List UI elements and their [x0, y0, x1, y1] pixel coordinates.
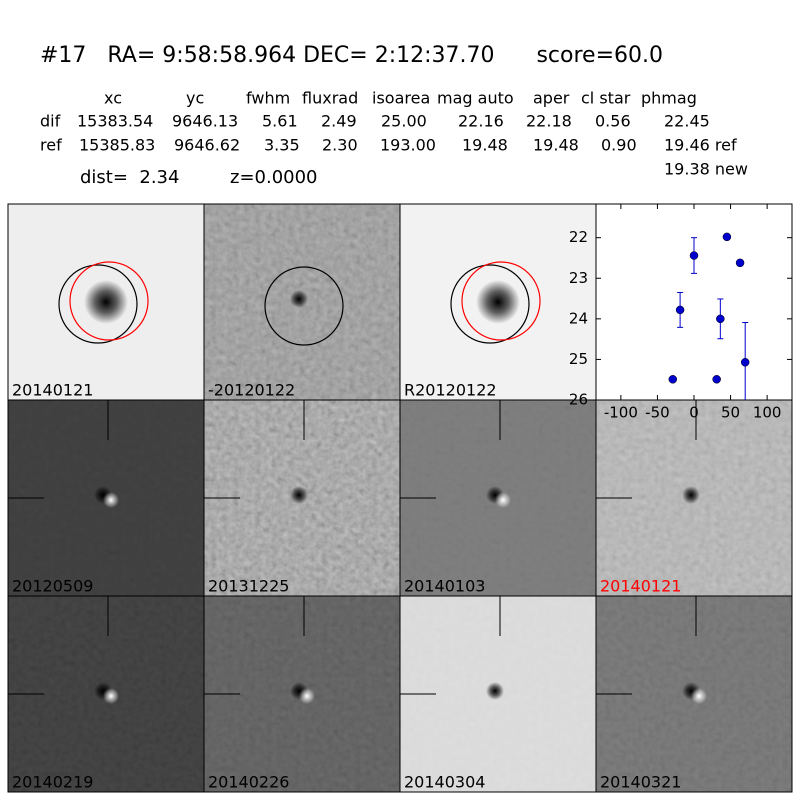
cutout-label: 20140321: [600, 773, 681, 792]
table-cell: 25.00: [381, 112, 427, 131]
table-cell: 15385.83: [79, 136, 155, 155]
cutout-label: R20120122: [404, 381, 497, 400]
aperture: [264, 266, 344, 346]
point: [712, 375, 721, 384]
table-cell: 2.49: [321, 112, 357, 131]
source: [290, 290, 308, 308]
x-tick-label: 0: [689, 404, 699, 422]
cutout-label: 20131225: [208, 577, 289, 596]
table-cell: 0.56: [595, 112, 631, 131]
table-header: xc: [104, 89, 122, 108]
title: #17 RA= 9:58:58.964 DEC= 2:12:37.70 scor…: [40, 43, 663, 68]
table-cell: dif: [40, 112, 61, 131]
cutout: 20140121: [595, 399, 793, 597]
aperture-ref: [69, 261, 149, 341]
point: [716, 314, 725, 324]
y-tick-label: 24: [569, 309, 588, 327]
cutout-label: -20120122: [208, 381, 295, 400]
cutout: 20140219: [7, 595, 205, 793]
stat: z=0.0000: [230, 167, 318, 188]
table-header: fwhm: [246, 89, 290, 108]
table-cell: 22.18: [526, 112, 572, 131]
table-cell: 3.35: [264, 136, 300, 155]
panel-grid: 20140121 -20120122 R20120122 20120509 201312…: [7, 203, 793, 793]
x-tick-label: -50: [645, 404, 670, 422]
table-cell: 19.46 ref: [664, 136, 737, 155]
source: [299, 688, 315, 704]
table-cell: 15383.54: [77, 112, 153, 131]
cutout-frame: [595, 595, 793, 793]
point: [668, 375, 678, 384]
point: [722, 232, 732, 242]
table-cell: 22.45: [664, 112, 710, 131]
source: [691, 688, 707, 704]
lightcurve: 22 23 24 25 26 -100 -50 0 50 100: [569, 203, 793, 422]
cutout-label: 20140304: [404, 773, 485, 792]
point: [735, 258, 745, 268]
table-cell: 19.48: [462, 136, 508, 155]
cutout-label: 20140103: [404, 577, 485, 596]
table-cell: 5.61: [262, 112, 298, 131]
table-extra: 19.38 new: [664, 160, 748, 179]
cutout: 20140321: [595, 595, 793, 793]
cutout-label: 20140121: [12, 381, 93, 400]
cutout-label: 20140219: [12, 773, 93, 792]
source: [495, 492, 511, 508]
table-cell: 9646.62: [174, 136, 240, 155]
aperture: [450, 264, 530, 344]
x-tick-label: 50: [721, 404, 740, 422]
table-header: fluxrad: [302, 89, 358, 108]
plot-bg: [595, 203, 793, 401]
source: [476, 280, 520, 324]
source: [84, 280, 128, 324]
table-header: cl star: [581, 89, 631, 108]
table-header: phmag: [641, 89, 697, 108]
table-header: yc: [186, 89, 204, 108]
table-header: aper: [533, 89, 570, 108]
cutout: 20140304: [399, 595, 597, 793]
aperture-ref: [461, 261, 541, 341]
table-cell: 2.30: [322, 136, 358, 155]
cutout: 20131225: [203, 399, 401, 597]
cutout: 20140103: [399, 399, 597, 597]
point: [675, 305, 685, 315]
y-tick-label: 23: [569, 269, 588, 287]
point: [689, 251, 699, 260]
point: [740, 358, 750, 367]
table-header: mag auto: [437, 89, 514, 108]
cutout: 20140226: [203, 595, 401, 793]
source: [103, 688, 119, 704]
cutout: R20120122: [399, 203, 597, 401]
source: [486, 682, 504, 700]
source: [103, 492, 119, 508]
x-tick-label: -100: [604, 404, 638, 422]
cutout: 20120509: [7, 399, 205, 597]
table-cell: 19.48: [533, 136, 579, 155]
x-tick-label: 100: [753, 404, 782, 422]
source: [682, 486, 700, 504]
cutout: -20120122: [203, 203, 401, 401]
y-tick-label: 26: [569, 391, 588, 409]
y-tick-label: 25: [569, 350, 588, 368]
table-cell: 193.00: [380, 136, 436, 155]
aperture: [58, 264, 138, 344]
cutout-label: 20120509: [12, 577, 93, 596]
cutout-label: 20140121: [600, 577, 681, 596]
table-cell: 9646.13: [172, 112, 238, 131]
cutout: 20140121: [7, 203, 205, 401]
cutout-label: 20140226: [208, 773, 289, 792]
table-cell: 0.90: [601, 136, 637, 155]
y-tick-label: 22: [569, 228, 588, 246]
table-cell: ref: [40, 136, 62, 155]
table-header: isoarea: [372, 89, 430, 108]
source: [290, 486, 308, 504]
stat: dist= 2.34: [80, 167, 179, 188]
table-cell: 22.16: [458, 112, 504, 131]
